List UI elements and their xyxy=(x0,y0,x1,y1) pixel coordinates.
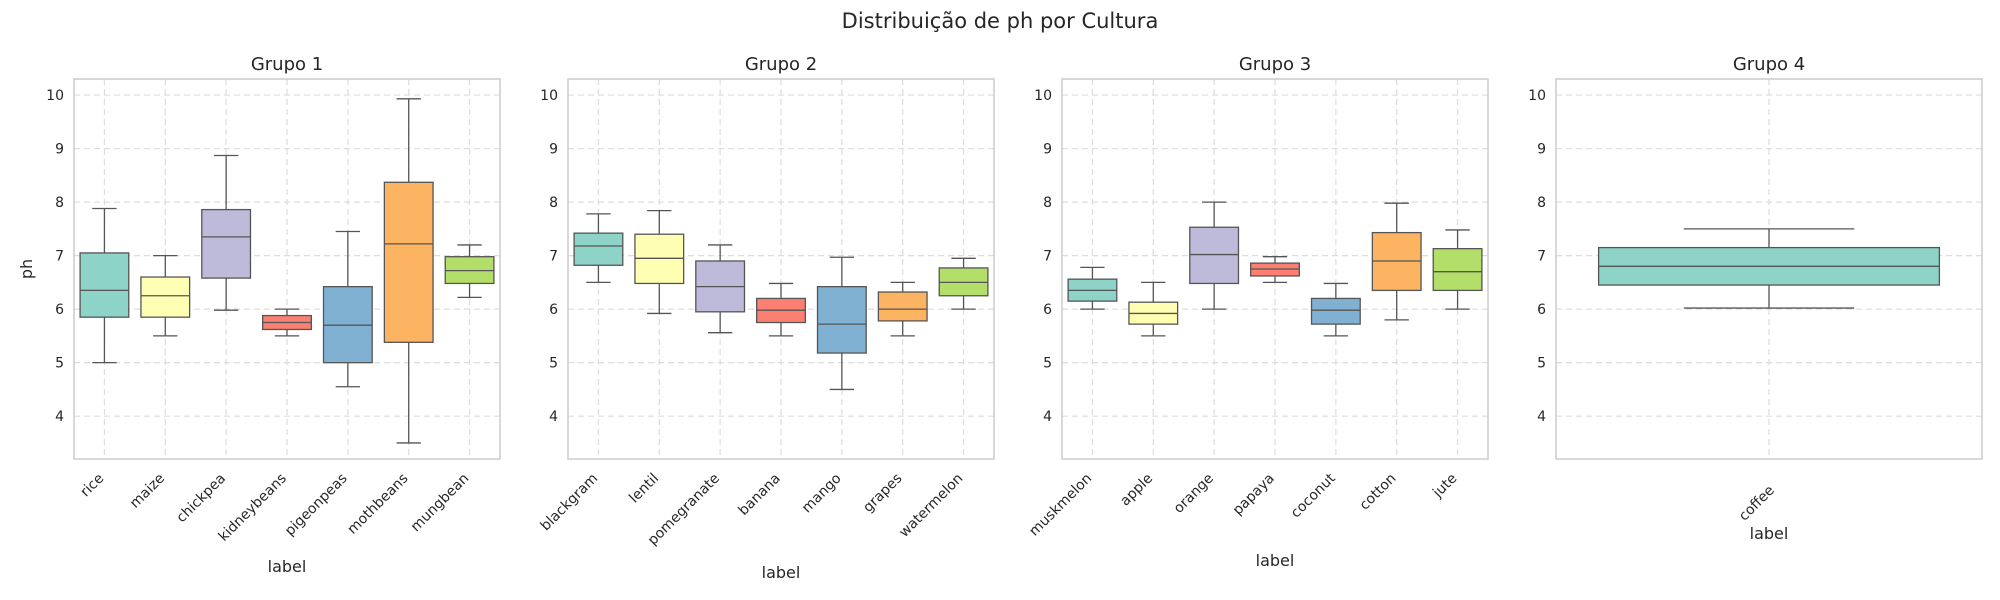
y-tick-label: 8 xyxy=(549,195,558,211)
x-tick-label: cotton xyxy=(1357,471,1400,514)
y-tick-label: 5 xyxy=(55,356,64,372)
y-tick-label: 6 xyxy=(55,302,64,318)
panel-frame xyxy=(73,78,501,460)
y-axis-label: ph xyxy=(17,259,36,279)
x-tick-label: mungbean xyxy=(408,471,473,536)
x-tick-label: papaya xyxy=(1230,471,1278,519)
box-chickpea xyxy=(201,208,252,279)
x-tick-label: apple xyxy=(1117,471,1156,510)
y-tick-label: 4 xyxy=(55,409,64,425)
y-tick-label: 5 xyxy=(1537,356,1546,372)
box-blackgram xyxy=(573,232,624,266)
y-tick-label: 7 xyxy=(1537,249,1546,265)
panel-title: Grupo 4 xyxy=(1733,54,1805,75)
x-tick-label: mango xyxy=(799,471,845,517)
panel-title: Grupo 1 xyxy=(251,54,323,75)
y-tick-label: 8 xyxy=(1043,195,1052,211)
x-tick-label: mothbeans xyxy=(345,471,412,538)
y-tick-label: 6 xyxy=(1537,302,1546,318)
panel-title: Grupo 3 xyxy=(1239,54,1311,75)
x-tick-label: muskmelon xyxy=(1026,471,1095,540)
y-tick-label: 4 xyxy=(549,409,558,425)
x-tick-label: lentil xyxy=(626,471,662,507)
y-tick-label: 8 xyxy=(55,195,64,211)
box-coconut xyxy=(1310,297,1361,325)
y-tick-label: 4 xyxy=(1537,409,1546,425)
y-tick-label: 6 xyxy=(1043,302,1052,318)
x-tick-label: chickpea xyxy=(174,471,229,526)
y-tick-label: 4 xyxy=(1043,409,1052,425)
y-tick-label: 9 xyxy=(1537,142,1546,158)
box-rice xyxy=(79,252,130,318)
x-axis-label: label xyxy=(1256,551,1295,570)
y-tick-label: 10 xyxy=(1528,88,1546,104)
x-tick-label: watermelon xyxy=(896,471,966,541)
x-tick-label: rice xyxy=(78,471,108,501)
y-tick-label: 5 xyxy=(549,356,558,372)
box-jute xyxy=(1432,248,1483,292)
box-orange xyxy=(1189,226,1240,285)
x-tick-label: blackgram xyxy=(538,471,602,535)
x-tick-label: coconut xyxy=(1288,470,1339,521)
y-tick-label: 8 xyxy=(1537,195,1546,211)
x-tick-label: jute xyxy=(1429,471,1460,502)
y-tick-label: 7 xyxy=(55,249,64,265)
y-tick-label: 10 xyxy=(46,88,64,104)
box-mothbeans xyxy=(383,181,434,343)
x-tick-label: maize xyxy=(127,471,168,512)
panel-frame xyxy=(1061,78,1489,460)
panel-title: Grupo 2 xyxy=(745,54,817,75)
x-axis-label: label xyxy=(268,557,307,576)
y-tick-label: 7 xyxy=(549,249,558,265)
y-tick-label: 10 xyxy=(1034,88,1052,104)
y-tick-label: 9 xyxy=(1043,142,1052,158)
y-tick-label: 9 xyxy=(55,142,64,158)
box-grapes xyxy=(877,291,928,322)
y-tick-label: 5 xyxy=(1043,356,1052,372)
y-tick-label: 7 xyxy=(1043,249,1052,265)
x-tick-label: banana xyxy=(735,471,783,519)
y-tick-label: 6 xyxy=(549,302,558,318)
x-tick-label: coffee xyxy=(1736,483,1778,525)
box-mango xyxy=(816,286,867,354)
x-axis-label: label xyxy=(1750,524,1789,543)
y-tick-label: 10 xyxy=(540,88,558,104)
box-maize xyxy=(140,276,191,318)
x-axis-label: label xyxy=(762,563,801,582)
figure-title: Distribuição de ph por Cultura xyxy=(842,9,1159,33)
x-tick-label: orange xyxy=(1171,471,1217,517)
panel-frame xyxy=(567,78,995,460)
x-tick-label: pigeonpeas xyxy=(282,471,351,540)
panel-frame xyxy=(1555,78,1983,460)
x-tick-label: grapes xyxy=(860,471,905,516)
y-tick-label: 9 xyxy=(549,142,558,158)
